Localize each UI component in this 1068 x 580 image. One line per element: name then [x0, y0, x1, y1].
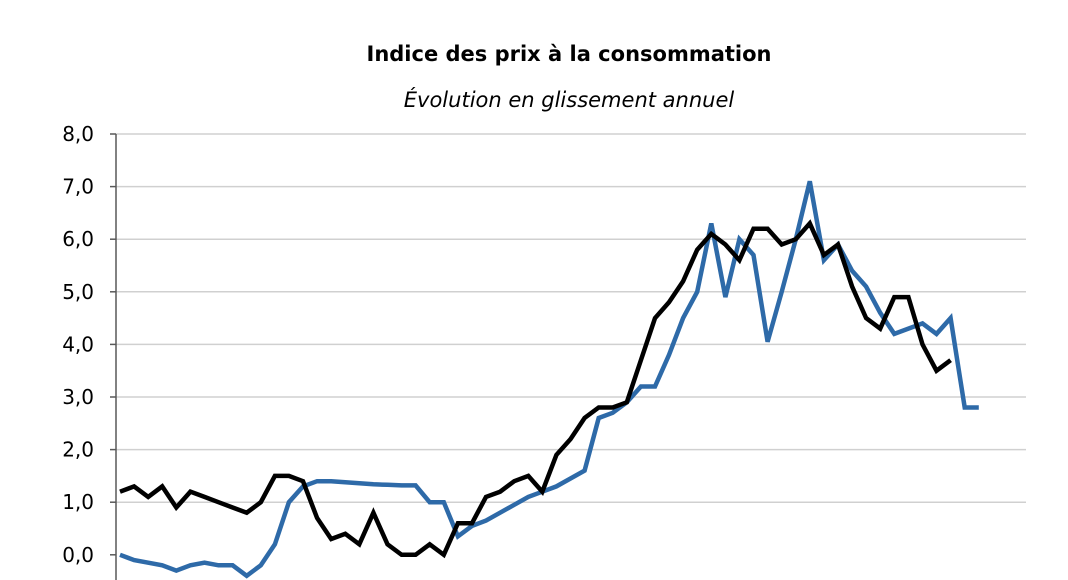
- series-lines: [120, 181, 979, 576]
- gridlines: [116, 134, 1026, 502]
- y-tick-label: 8,0: [62, 122, 94, 146]
- y-tick-label: 1,0: [62, 490, 94, 514]
- y-axis: 0,0 1,0 2,0 3,0 4,0 5,0 6,0 7,0 8,0: [62, 122, 116, 580]
- y-tick-label: 6,0: [62, 227, 94, 251]
- y-tick-label: 3,0: [62, 385, 94, 409]
- y-tick-label: 5,0: [62, 280, 94, 304]
- y-tick-label: 0,0: [62, 543, 94, 567]
- series-line-black: [120, 223, 951, 554]
- series-line-blue: [120, 181, 979, 576]
- y-tick-label: 4,0: [62, 332, 94, 356]
- y-tick-label: 7,0: [62, 175, 94, 199]
- y-tick-label: 2,0: [62, 438, 94, 462]
